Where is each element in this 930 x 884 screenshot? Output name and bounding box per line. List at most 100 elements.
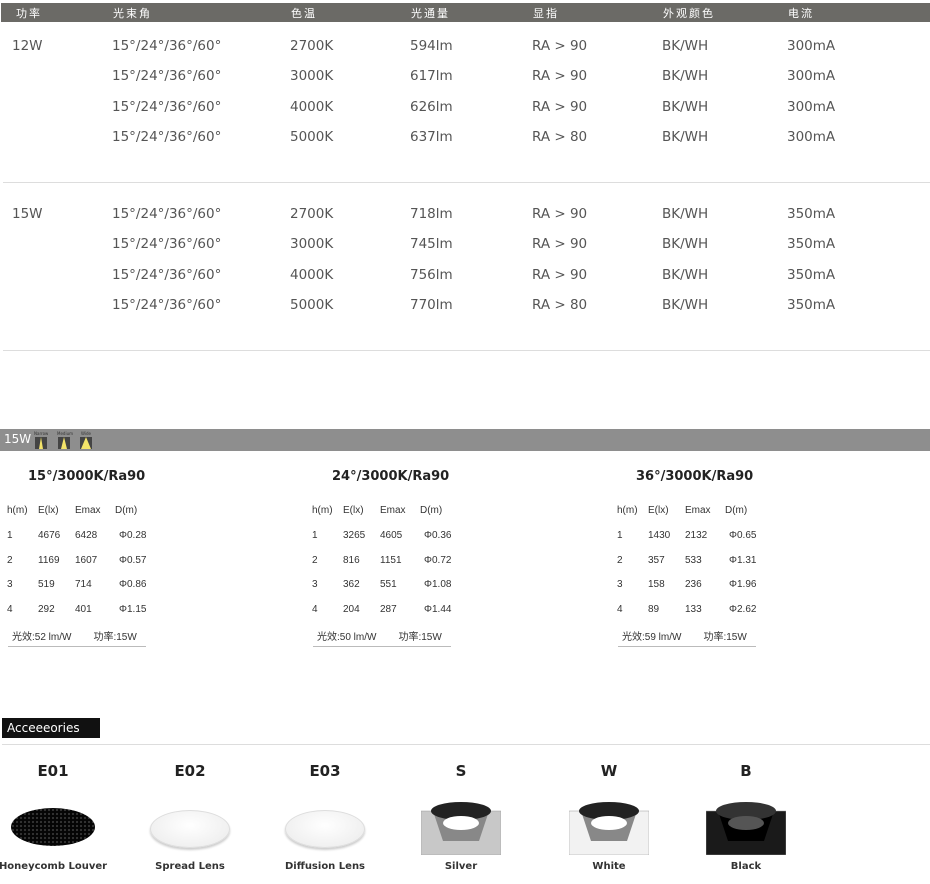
photometric-cell: Φ1.44 xyxy=(424,604,452,615)
spec-cell: 300mA xyxy=(787,99,836,115)
photometric-footer: 光效:52 lm/W 功率:15W xyxy=(8,628,146,647)
spec-cell: BK/WH xyxy=(662,267,709,283)
spec-cell: 300mA xyxy=(787,68,836,84)
spec-cell: 15°/24°/36°/60° xyxy=(112,68,222,84)
photometric-cell: 3265 xyxy=(343,530,366,541)
photometric-footer: 光效:59 lm/W 功率:15W xyxy=(618,628,756,647)
accessory-code: W xyxy=(600,762,618,780)
photometric-cell: 158 xyxy=(648,579,665,590)
photometric-cell: 3 xyxy=(617,579,623,590)
photometric-cell: 3 xyxy=(312,579,318,590)
column-header: h(m) xyxy=(312,505,333,516)
spec-cell: 617lm xyxy=(410,68,453,84)
efficacy: 光效:50 lm/W xyxy=(317,632,377,643)
photometric-cell: 287 xyxy=(380,604,397,615)
photometric-title: 36°/3000K/Ra90 xyxy=(636,469,754,484)
spec-cell: 300mA xyxy=(787,129,836,145)
spec-cell: 15°/24°/36°/60° xyxy=(112,99,222,115)
accessory-label: Honeycomb Louver xyxy=(0,861,108,872)
column-header: E(lx) xyxy=(648,505,669,516)
accessory-label: Spread Lens xyxy=(155,861,225,872)
spec-cell: 5000K xyxy=(290,129,334,145)
photometric-cell: 3 xyxy=(7,579,13,590)
column-header: 色温 xyxy=(291,7,317,20)
spec-cell: RA > 90 xyxy=(532,68,588,84)
spec-cell: 3000K xyxy=(290,68,334,84)
divider xyxy=(2,744,930,745)
column-header: Emax xyxy=(75,505,101,516)
photometric-cell: 6428 xyxy=(75,530,98,541)
trim-silver-image xyxy=(420,797,502,856)
power: 功率:15W xyxy=(93,632,137,643)
photometric-cell: 2 xyxy=(617,555,623,566)
accessory-code: E03 xyxy=(309,762,341,780)
column-header: Emax xyxy=(685,505,711,516)
photometric-cell: 89 xyxy=(648,604,660,615)
accessories-title: Acceeeories xyxy=(2,718,100,738)
power: 功率:15W xyxy=(398,632,442,643)
photometric-cell: 4676 xyxy=(38,530,61,541)
spec-cell: 350mA xyxy=(787,206,836,222)
spec-cell: 2700K xyxy=(290,38,334,54)
spec-cell: 2700K xyxy=(290,206,334,222)
column-header: 电流 xyxy=(788,7,814,20)
photometric-cell: Φ1.31 xyxy=(729,555,757,566)
power-cell: 12W xyxy=(12,38,43,54)
photometric-title: 15°/3000K/Ra90 xyxy=(28,469,146,484)
column-header: h(m) xyxy=(7,505,28,516)
spec-cell: 4000K xyxy=(290,267,334,283)
photometric-cell: 204 xyxy=(343,604,360,615)
spec-cell: 15°/24°/36°/60° xyxy=(112,38,222,54)
photometric-cell: Φ1.08 xyxy=(424,579,452,590)
spec-cell: 15°/24°/36°/60° xyxy=(112,236,222,252)
photometric-cell: 4 xyxy=(7,604,13,615)
medium-beam-icon: Medium xyxy=(57,431,73,449)
spec-cell: RA > 80 xyxy=(532,297,588,313)
divider xyxy=(3,350,930,351)
photometric-cell: 2132 xyxy=(685,530,708,541)
photometric-cell: 519 xyxy=(38,579,55,590)
accessory-label: Black xyxy=(730,861,762,872)
photometric-cell: 4 xyxy=(312,604,318,615)
spec-cell: 15°/24°/36°/60° xyxy=(112,297,222,313)
spec-cell: BK/WH xyxy=(662,297,709,313)
photometric-cell: Φ0.72 xyxy=(424,555,452,566)
spec-cell: BK/WH xyxy=(662,38,709,54)
photometric-cell: Φ0.57 xyxy=(119,555,147,566)
power-cell: 15W xyxy=(12,206,43,222)
spec-cell: 300mA xyxy=(787,38,836,54)
photometric-cell: Φ1.15 xyxy=(119,604,147,615)
spec-cell: RA > 90 xyxy=(532,236,588,252)
photometric-cell: 1 xyxy=(312,530,318,541)
spec-cell: 756lm xyxy=(410,267,453,283)
photometric-cell: 1151 xyxy=(380,555,402,566)
column-header: h(m) xyxy=(617,505,638,516)
accessory-code: S xyxy=(455,762,467,780)
photometric-cell: 4605 xyxy=(380,530,403,541)
narrow-beam-icon: Narrow xyxy=(34,431,48,449)
spec-cell: RA > 80 xyxy=(532,129,588,145)
accessory-code: E02 xyxy=(174,762,206,780)
accessory-label: White xyxy=(592,861,626,872)
spec-cell: 350mA xyxy=(787,267,836,283)
spec-cell: 4000K xyxy=(290,99,334,115)
column-header: D(m) xyxy=(725,505,748,516)
spec-cell: BK/WH xyxy=(662,236,709,252)
photometric-cell: Φ0.36 xyxy=(424,530,452,541)
photometric-cell: 533 xyxy=(685,555,702,566)
photometric-cell: Φ0.86 xyxy=(119,579,147,590)
spec-cell: 3000K xyxy=(290,236,334,252)
column-header: D(m) xyxy=(115,505,138,516)
column-header: 光束角 xyxy=(113,7,152,20)
spec-cell: 350mA xyxy=(787,236,836,252)
spec-cell: 745lm xyxy=(410,236,453,252)
photometric-cell: 1607 xyxy=(75,555,98,566)
spec-cell: 15°/24°/36°/60° xyxy=(112,129,222,145)
spec-cell: RA > 90 xyxy=(532,99,588,115)
photometric-footer: 光效:50 lm/W 功率:15W xyxy=(313,628,451,647)
efficacy: 光效:59 lm/W xyxy=(622,632,682,643)
photometric-cell: Φ0.65 xyxy=(729,530,757,541)
spec-cell: 718lm xyxy=(410,206,453,222)
spec-cell: 5000K xyxy=(290,297,334,313)
photometric-cell: 236 xyxy=(685,579,702,590)
